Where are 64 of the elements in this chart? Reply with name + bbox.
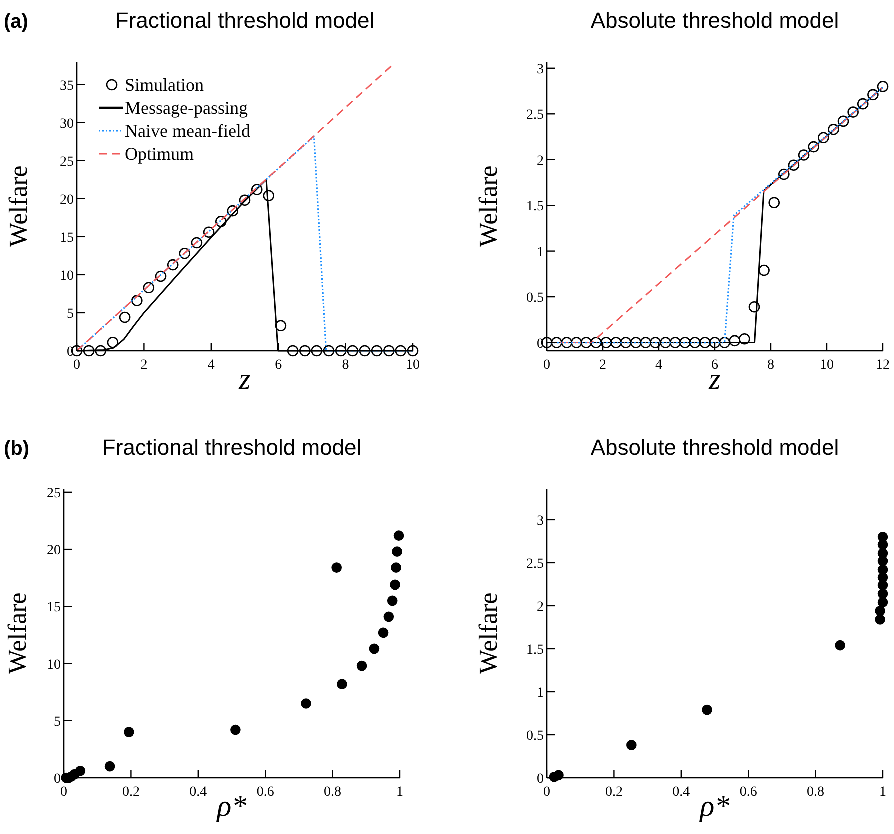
y-tick-label: 0 [54, 772, 61, 787]
x-tick-label: 0.6 [256, 785, 274, 800]
y-tick-label: 1.5 [526, 642, 544, 658]
x-tick-label: 12 [876, 358, 890, 373]
chart-title: Fractional threshold model [115, 8, 375, 33]
x-tick-label: 10 [820, 358, 834, 373]
x-tick-label: 1 [880, 785, 886, 800]
y-tick-label: 25 [47, 486, 61, 502]
y-tick-label: 2.5 [526, 108, 544, 124]
x-axis-title: ρ* [699, 790, 730, 823]
legend-label: Simulation [125, 75, 204, 95]
y-tick-label: 10 [47, 658, 61, 673]
x-tick-label: 0.4 [190, 785, 208, 800]
x-tick-label: 2 [600, 358, 606, 373]
y-axis-title: Welfare [474, 592, 503, 674]
y-tick-label: 2 [537, 600, 544, 615]
x-tick-label: 4 [208, 358, 215, 373]
x-tick-label: 0.2 [605, 785, 623, 800]
y-tick-label: 25 [60, 154, 74, 170]
y-tick-label: 1.5 [526, 200, 544, 215]
x-axis-title: z [238, 363, 252, 396]
legend-label: Naive mean-field [125, 121, 250, 141]
y-tick-label: 20 [60, 192, 74, 208]
y-tick-label: 0.5 [526, 728, 544, 744]
text: (b) [4, 438, 30, 460]
y-tick-label: 1 [537, 245, 544, 260]
y-tick-label: 0.5 [526, 291, 544, 306]
chart-title: Absolute threshold model [590, 8, 840, 33]
y-axis-title: Welfare [474, 166, 503, 248]
y-tick-label: 3 [537, 514, 544, 529]
x-tick-label: 2 [140, 358, 148, 373]
y-tick-label: 2 [537, 154, 544, 169]
y-axis-title: Welfare [4, 166, 33, 248]
y-tick-label: 0 [537, 772, 544, 787]
legend-label: Optimum [125, 144, 194, 164]
y-tick-label: 15 [47, 600, 61, 616]
x-axis-title: ρ* [216, 790, 247, 823]
chart-title: Fractional threshold model [102, 435, 362, 460]
x-tick-label: 6 [275, 358, 282, 373]
x-tick-label: 10 [406, 358, 420, 373]
x-tick-label: 0.8 [807, 785, 825, 800]
chart-title: Absolute threshold model [590, 435, 840, 460]
y-tick-label: 15 [60, 230, 74, 246]
y-tick-label: 2.5 [526, 556, 544, 572]
x-tick-label: 1 [396, 785, 404, 800]
y-tick-label: 1 [537, 686, 544, 701]
legend-label: Message-passing [125, 98, 248, 118]
y-tick-label: 35 [60, 78, 74, 94]
x-tick-label: 4 [656, 358, 662, 373]
y-axis-title: Welfare [3, 592, 32, 674]
y-tick-label: 20 [47, 544, 61, 559]
y-tick-label: 5 [54, 714, 61, 730]
x-tick-label: 0.4 [672, 785, 690, 800]
x-tick-label: 8 [768, 358, 774, 373]
y-tick-label: 30 [60, 116, 74, 132]
text: (a) [4, 11, 28, 33]
y-tick-label: 10 [60, 268, 74, 284]
x-tick-label: 6 [712, 358, 718, 373]
x-tick-label: 0.2 [122, 785, 140, 800]
x-tick-label: 8 [342, 358, 350, 373]
y-tick-label: 3 [537, 62, 544, 78]
x-tick-label: 0.8 [324, 785, 342, 800]
y-tick-label: 5 [67, 306, 74, 322]
x-tick-label: 0.6 [740, 785, 758, 800]
